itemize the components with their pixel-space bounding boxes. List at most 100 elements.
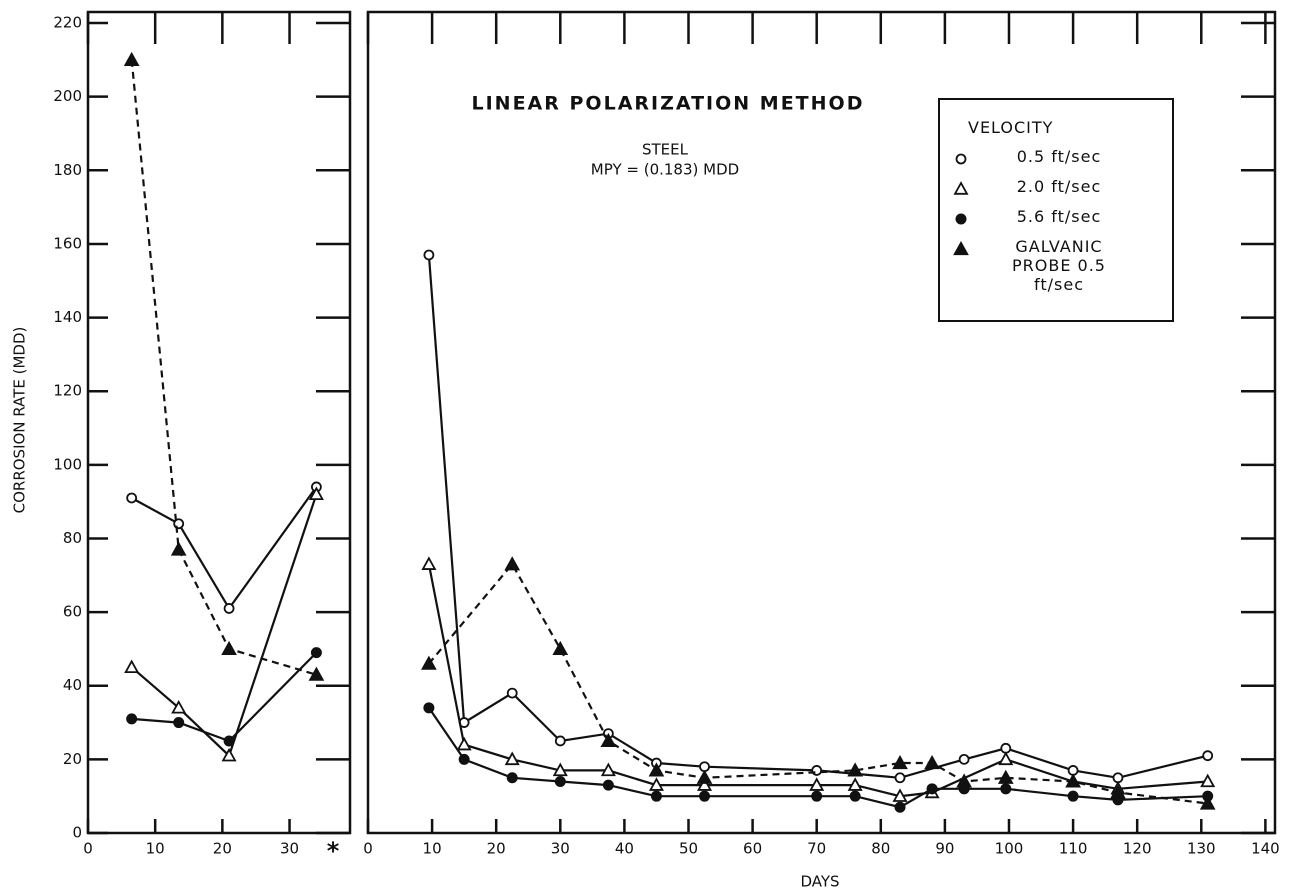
marker	[847, 762, 864, 777]
marker	[421, 655, 437, 670]
x-tick-label: 90	[935, 840, 954, 858]
x-tick-label: 30	[280, 840, 299, 858]
y-tick-label: 80	[63, 529, 82, 547]
x-tick-label: 140	[1251, 840, 1280, 858]
x-tick-label: 120	[1123, 840, 1152, 858]
marker	[506, 772, 518, 784]
marker	[506, 687, 518, 699]
x-tick-label: 130	[1187, 840, 1216, 858]
marker	[221, 640, 237, 656]
marker	[552, 640, 569, 656]
y-axis-label: CORROSION RATE (MDD)	[11, 327, 29, 514]
legend-item: 0.5 ft/sec	[952, 147, 1164, 167]
y-tick-label: 120	[53, 382, 82, 400]
marker	[170, 541, 187, 556]
series-line	[427, 563, 1208, 798]
legend: VELOCITY 0.5 ft/sec 2.0 ft/sec 5.6 ft/sec GA…	[938, 98, 1174, 322]
marker	[648, 777, 664, 791]
legend-label: 5.6 ft/sec	[1016, 207, 1102, 226]
marker	[894, 801, 906, 813]
series-line	[428, 562, 1208, 805]
marker	[894, 772, 906, 784]
marker	[223, 603, 235, 614]
legend-swatch	[953, 240, 969, 256]
marker	[221, 747, 237, 762]
plot-frame	[86, 10, 352, 835]
x-tick-label: 10	[146, 840, 165, 858]
marker	[421, 556, 437, 570]
legend-label: 2.0 ft/sec	[1016, 177, 1102, 196]
y-tick-label: 40	[63, 676, 82, 694]
marker	[1065, 773, 1081, 788]
marker	[1112, 772, 1124, 784]
legend-item: 2.0 ft/sec	[952, 177, 1164, 197]
x-tick-label: 0	[83, 840, 93, 858]
series-line	[131, 486, 318, 611]
series-line	[130, 493, 318, 758]
marker	[696, 769, 713, 784]
x-tick-label: 30	[551, 840, 570, 858]
series-line	[427, 707, 1208, 809]
marker	[310, 647, 322, 659]
marker	[308, 486, 324, 500]
marker	[126, 713, 138, 725]
y-tick-label: 180	[53, 161, 82, 179]
marker	[1199, 795, 1216, 810]
marker	[554, 775, 566, 787]
marker	[926, 783, 938, 795]
legend-swatch	[955, 153, 967, 165]
marker	[892, 755, 908, 770]
marker	[1067, 790, 1079, 802]
marker	[504, 751, 520, 766]
marker	[956, 773, 972, 788]
marker	[126, 492, 138, 504]
marker	[648, 762, 665, 777]
x-tick-label: 20	[487, 840, 506, 858]
marker	[849, 790, 861, 802]
series-line	[130, 59, 317, 676]
marker	[124, 659, 140, 674]
marker	[171, 699, 187, 714]
marker	[955, 213, 967, 225]
marker	[1000, 783, 1012, 795]
x-tick-label: 60	[743, 840, 762, 858]
legend-label: GALVANIC PROBE 0.5 ft/sec	[1012, 237, 1106, 294]
series-line	[131, 651, 318, 743]
legend-item: 5.6 ft/sec	[952, 207, 1164, 227]
marker	[1202, 750, 1214, 762]
y-tick-label: 160	[53, 234, 82, 252]
x-tick-label: 80	[871, 840, 890, 858]
marker	[223, 735, 235, 747]
marker	[600, 762, 616, 777]
axis-note: *	[327, 837, 340, 865]
marker	[173, 717, 185, 729]
marker	[924, 755, 940, 770]
x-tick-label: 70	[807, 840, 826, 858]
marker	[955, 153, 967, 165]
y-tick-label: 0	[72, 824, 82, 842]
legend-title: VELOCITY	[968, 118, 1054, 137]
x-tick-label: 0	[363, 840, 373, 858]
marker	[953, 181, 969, 195]
marker	[699, 790, 711, 802]
marker	[552, 762, 568, 777]
marker	[650, 790, 662, 802]
marker	[123, 51, 140, 66]
marker	[504, 556, 521, 571]
marker	[554, 735, 566, 747]
series-line	[427, 254, 1208, 779]
x-tick-label: 110	[1059, 840, 1088, 858]
marker	[809, 777, 825, 791]
marker	[1110, 784, 1126, 799]
marker	[1000, 742, 1012, 754]
subtitle: STEEL	[642, 141, 689, 159]
marker	[602, 779, 614, 791]
legend-label: 0.5 ft/sec	[1016, 147, 1102, 166]
y-tick-label: 140	[53, 308, 82, 326]
legend-swatch	[955, 213, 967, 225]
y-tick-label: 100	[53, 455, 82, 473]
marker	[811, 765, 823, 776]
legend-swatch	[953, 181, 969, 195]
